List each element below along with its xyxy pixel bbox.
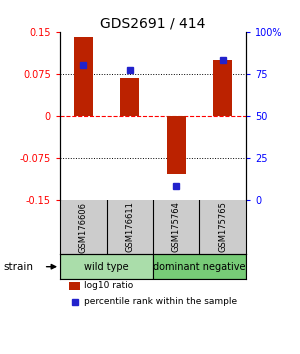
Bar	[60, 255, 153, 279]
Bar	[213, 60, 232, 116]
Text: GSM176606: GSM176606	[79, 201, 88, 252]
Text: dominant negative: dominant negative	[153, 262, 246, 272]
Bar	[153, 255, 246, 279]
Text: wild type: wild type	[84, 262, 129, 272]
Text: GSM175765: GSM175765	[218, 201, 227, 252]
Text: log10 ratio: log10 ratio	[84, 281, 134, 290]
Text: GSM176611: GSM176611	[125, 201, 134, 252]
Bar	[120, 78, 139, 116]
Title: GDS2691 / 414: GDS2691 / 414	[100, 17, 206, 31]
Text: percentile rank within the sample: percentile rank within the sample	[84, 297, 237, 306]
Bar	[167, 116, 185, 175]
Bar	[69, 282, 80, 290]
Text: GSM175764: GSM175764	[172, 201, 181, 252]
Text: strain: strain	[3, 262, 33, 272]
Bar	[74, 37, 92, 116]
